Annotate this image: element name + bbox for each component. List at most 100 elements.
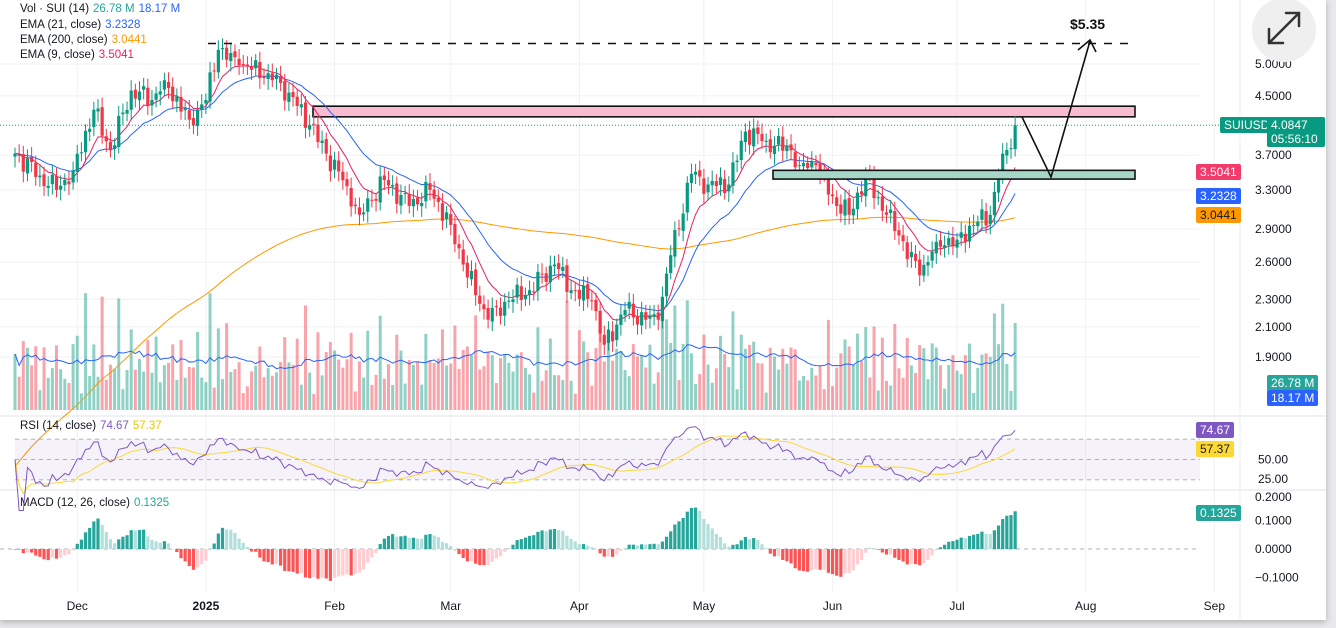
macd-histogram-bar (930, 549, 934, 556)
candle (552, 255, 557, 275)
candle (137, 81, 142, 110)
macd-histogram-bar (652, 543, 656, 549)
macd-histogram-bar (308, 549, 312, 579)
volume-bar (424, 333, 428, 410)
macd-histogram-bar (25, 549, 30, 553)
candle-body (391, 185, 395, 187)
candle-body (324, 139, 328, 154)
candle-body (503, 301, 507, 316)
candle (353, 197, 357, 215)
candle (930, 241, 934, 269)
candle-body (83, 130, 88, 153)
volume-bar (781, 348, 785, 410)
candle-body (237, 58, 241, 66)
candle-body (104, 136, 108, 142)
candle (399, 184, 403, 215)
candle-body (17, 154, 21, 156)
macd-histogram-bar (249, 549, 254, 552)
candle-body (710, 180, 714, 186)
candle-body (137, 91, 142, 101)
volume-bar (349, 332, 353, 410)
candle-body (909, 252, 913, 258)
macd-histogram-bar (586, 545, 590, 549)
candle-body (498, 307, 503, 316)
expand-arrows-icon (1267, 11, 1301, 45)
candle (461, 239, 465, 272)
volume-bar (245, 386, 249, 410)
candle (316, 115, 320, 149)
volume-bar (254, 365, 258, 410)
candle (420, 192, 424, 217)
volume-bar (806, 380, 810, 410)
candle-body (992, 191, 996, 216)
fullscreen-button[interactable] (1252, 0, 1316, 62)
candle-body (117, 115, 121, 148)
candle-body (258, 61, 262, 79)
macd-histogram-bar (785, 549, 789, 562)
volume-bar (702, 334, 706, 410)
volume-bar (698, 374, 702, 410)
candle (702, 168, 706, 204)
macd-histogram-bar (606, 549, 611, 557)
volume-bar (208, 293, 212, 410)
candle (303, 95, 308, 139)
macd-histogram-bar (445, 543, 449, 549)
candle-body (594, 299, 598, 312)
candle-body (685, 182, 689, 213)
volume-bar (104, 379, 108, 410)
legend-ema200-label: EMA (200, close) (20, 34, 108, 46)
candle-body (254, 60, 258, 69)
candle-body (577, 289, 581, 299)
macd-histogram-bar (337, 549, 341, 577)
candle (79, 142, 83, 162)
candle (249, 56, 254, 81)
macd-histogram-bar (279, 549, 283, 566)
macd-histogram-bar (490, 549, 494, 562)
macd-histogram-bar (830, 549, 835, 575)
macd-histogram-bar (432, 535, 436, 549)
macd-histogram-bar (386, 535, 391, 549)
volume-bar (250, 371, 254, 410)
candle-body (818, 163, 822, 174)
volume-bar (490, 355, 494, 410)
candle-body (407, 193, 411, 206)
volume-bar (474, 315, 478, 410)
candle-body (511, 299, 515, 303)
candle (905, 235, 909, 268)
volume-bar (411, 364, 415, 410)
macd-histogram-bar (938, 547, 943, 549)
macd-histogram-bar (303, 549, 308, 578)
price-tick-label: 2.6000 (1255, 255, 1292, 269)
macd-histogram-bar (295, 549, 299, 574)
candle (606, 321, 611, 351)
candle (13, 147, 17, 168)
macd-histogram-bar (996, 525, 1001, 549)
candle-body (830, 194, 835, 197)
macd-histogram-bar (839, 549, 843, 577)
macd-histogram-bar (424, 534, 428, 549)
volume-bar (644, 367, 648, 410)
candle-body (461, 249, 465, 265)
candle-body (660, 296, 664, 322)
candle (913, 245, 918, 268)
volume-bar (304, 305, 307, 410)
candle-body (889, 209, 893, 213)
candle-body (183, 108, 187, 111)
candle-body (179, 96, 183, 112)
time-axis-label: Sep (1204, 599, 1226, 613)
volume-bar (515, 354, 519, 410)
candle (220, 38, 225, 60)
candle-body (590, 300, 594, 302)
macd-histogram-bar (548, 529, 552, 549)
volume-bar (934, 347, 938, 410)
legend-rsi-ma-value: 57.37 (132, 420, 162, 432)
candle-body (606, 329, 611, 343)
macd-histogram-bar (876, 549, 880, 550)
macd-tick-label: 0.0000 (1255, 542, 1292, 556)
volume-bar (818, 365, 822, 410)
candle-body (835, 197, 839, 207)
candle (594, 293, 598, 321)
candle-body (71, 170, 75, 183)
candle (685, 176, 689, 221)
